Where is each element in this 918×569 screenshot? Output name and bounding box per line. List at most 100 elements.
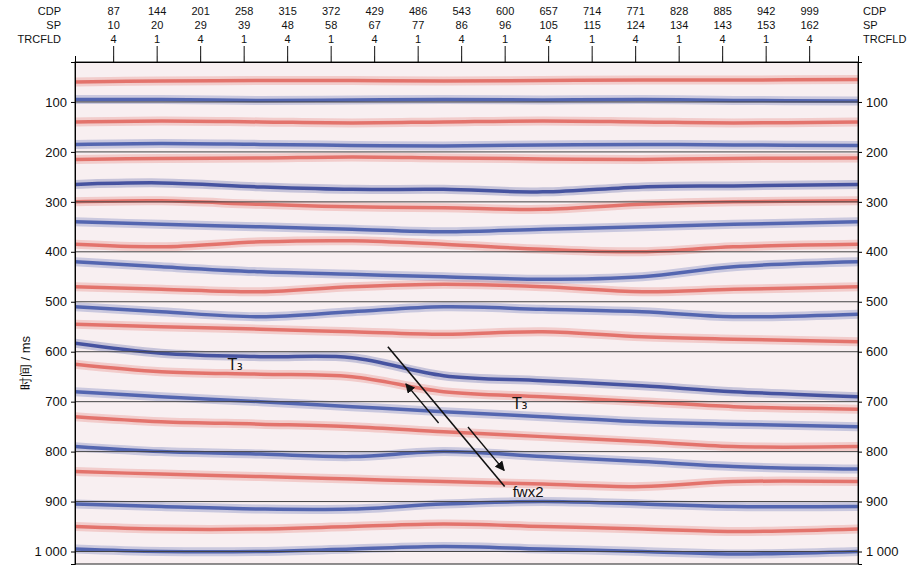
tick: 700 <box>45 394 75 409</box>
reflector <box>75 79 858 81</box>
reflector <box>75 447 858 469</box>
tick-mark <box>71 452 75 453</box>
tick: 400 <box>858 244 888 259</box>
axis-line <box>859 63 863 565</box>
horizon-label: T₃ <box>511 395 527 413</box>
reflector <box>75 324 858 341</box>
grid <box>75 102 858 552</box>
sp-label: 77 <box>412 19 424 31</box>
tick-label: 144 <box>148 5 166 17</box>
reflector <box>75 472 858 487</box>
tick: 372581 <box>322 5 340 62</box>
tick-mark <box>113 46 114 56</box>
tick: 7711244 <box>626 5 644 62</box>
reflector <box>75 547 858 554</box>
sp-label: 143 <box>713 19 731 31</box>
tick: 1 000 <box>34 544 75 559</box>
tick: 8851434 <box>713 5 731 62</box>
tick-mark <box>858 302 862 303</box>
reflector-halo <box>75 121 858 123</box>
reflector-halo <box>75 79 858 81</box>
tick-label: 315 <box>278 5 296 17</box>
row-label: TRCFLD <box>18 33 61 45</box>
grid-line <box>75 551 858 552</box>
reflector <box>75 417 858 447</box>
reflector-halo <box>75 447 858 469</box>
reflector-halo <box>75 524 858 531</box>
tick-mark <box>722 46 723 56</box>
trcfld-label: 1 <box>589 33 595 45</box>
tick-label: 87 <box>108 5 120 17</box>
tick: 300 <box>858 195 888 210</box>
tick-label: 900 <box>866 494 888 509</box>
sp-label: 162 <box>800 19 818 31</box>
tick: 100 <box>858 95 888 110</box>
sp-label: 86 <box>456 19 468 31</box>
tick-label: 771 <box>626 5 644 17</box>
tick-mark <box>858 202 862 203</box>
tick-mark <box>71 252 75 253</box>
row-label: TRCFLD <box>863 33 906 45</box>
tick-mark <box>858 402 862 403</box>
sp-label: 29 <box>195 19 207 31</box>
tick-mark <box>766 46 767 56</box>
trcfld-label: 4 <box>546 33 552 45</box>
tick-label: 258 <box>235 5 253 17</box>
trcfld-label: 1 <box>676 33 682 45</box>
trcfld-label: 4 <box>807 33 813 45</box>
tick-label: 543 <box>452 5 470 17</box>
trcfld-label: 4 <box>285 33 291 45</box>
tick-mark <box>858 502 862 503</box>
tick-label: 657 <box>539 5 557 17</box>
grid-line <box>75 451 858 452</box>
reflector <box>75 307 858 317</box>
axis-line <box>71 63 76 565</box>
tick: 100 <box>45 95 75 110</box>
tick-mark <box>858 552 862 553</box>
tick-label: 400 <box>866 244 888 259</box>
y-axis: 1002003004005006007008009001 000 <box>34 63 75 565</box>
trcfld-label: 1 <box>763 33 769 45</box>
tick-label: 201 <box>191 5 209 17</box>
fault-arrow <box>406 384 439 423</box>
tick-mark <box>858 252 862 253</box>
reflector-halo <box>75 241 858 252</box>
tick: 400 <box>45 244 75 259</box>
tick: 900 <box>858 494 888 509</box>
reflector <box>75 222 858 232</box>
reflector-halo <box>75 324 858 341</box>
tick: 144201 <box>148 5 166 62</box>
tick-mark <box>722 56 723 62</box>
tick-mark <box>200 56 201 62</box>
tick-label: 486 <box>409 5 427 17</box>
tick-mark <box>592 56 593 62</box>
horizon-label: T₃ <box>227 356 243 374</box>
reflector-halo <box>75 183 858 192</box>
tick-mark <box>71 352 75 353</box>
sp-label: 10 <box>108 19 120 31</box>
row-label: SP <box>863 19 878 31</box>
tick-mark <box>331 46 332 56</box>
tick-mark <box>287 56 288 62</box>
reflector <box>75 502 858 510</box>
trcfld-label: 1 <box>154 33 160 45</box>
tick-label: 600 <box>45 344 67 359</box>
grid-line <box>75 101 858 102</box>
reflector <box>75 262 858 279</box>
tick-mark <box>679 46 680 56</box>
tick-mark <box>244 56 245 62</box>
plot-background <box>75 62 858 564</box>
tick-label: 800 <box>866 444 888 459</box>
tick-label: 200 <box>866 145 888 160</box>
chart: fwx2T₃T₃1002003004005006007008009001 000… <box>0 0 918 569</box>
tick-label: 300 <box>45 195 67 210</box>
tick: 600 <box>45 344 75 359</box>
grid-line <box>75 301 858 302</box>
tick-label: 800 <box>45 444 67 459</box>
reflector <box>75 157 858 160</box>
tick-mark <box>71 102 75 103</box>
tick: 7141151 <box>583 5 601 62</box>
reflector <box>75 241 858 252</box>
reflector <box>75 143 858 146</box>
tick-mark <box>71 502 75 503</box>
